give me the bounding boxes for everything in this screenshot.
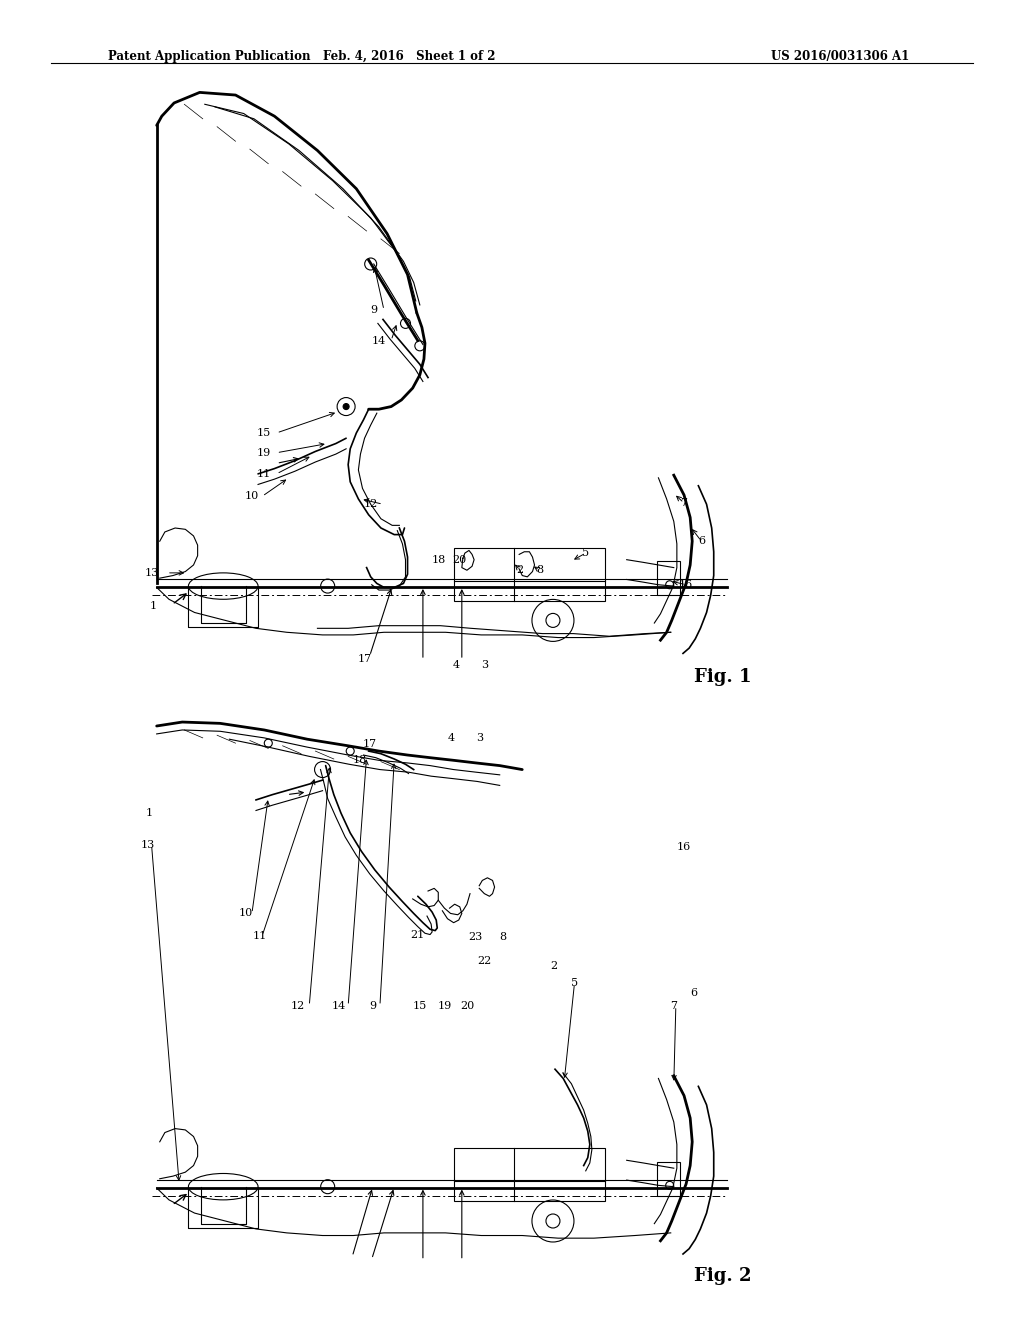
Text: 13: 13	[144, 568, 159, 578]
Text: 3: 3	[476, 733, 482, 743]
Text: 7: 7	[681, 498, 687, 508]
Text: 23: 23	[468, 932, 482, 942]
Text: 18: 18	[352, 755, 367, 766]
Text: 13: 13	[140, 840, 155, 850]
Bar	[657, 1162, 680, 1196]
Text: 17: 17	[357, 653, 372, 664]
Text: 5: 5	[583, 548, 589, 558]
Text: 19: 19	[437, 1001, 452, 1011]
Bar	[454, 548, 605, 601]
Text: 12: 12	[291, 1001, 305, 1011]
Text: Fig. 2: Fig. 2	[694, 1267, 752, 1286]
Text: 11: 11	[257, 469, 271, 479]
Text: 16: 16	[679, 579, 693, 590]
Text: 10: 10	[245, 491, 259, 502]
Text: 7: 7	[671, 1001, 677, 1011]
Text: 18: 18	[431, 554, 445, 565]
Text: 4: 4	[454, 660, 460, 671]
Text: 8: 8	[500, 932, 506, 942]
Text: 20: 20	[460, 1001, 474, 1011]
Text: US 2016/0031306 A1: US 2016/0031306 A1	[770, 50, 909, 63]
Text: 6: 6	[691, 987, 697, 998]
Text: 14: 14	[372, 335, 386, 346]
Text: 22: 22	[477, 956, 492, 966]
Text: 9: 9	[371, 305, 377, 315]
Text: 19: 19	[257, 447, 271, 458]
Text: 20: 20	[453, 554, 467, 565]
Circle shape	[343, 404, 349, 409]
Text: Fig. 1: Fig. 1	[694, 668, 752, 686]
Text: 2: 2	[551, 961, 557, 972]
Text: 15: 15	[413, 1001, 427, 1011]
Text: 14: 14	[332, 1001, 346, 1011]
Text: 21: 21	[411, 929, 425, 940]
Text: 9: 9	[370, 1001, 376, 1011]
Text: 1: 1	[146, 808, 153, 818]
Text: 6: 6	[698, 536, 705, 546]
Text: 5: 5	[571, 978, 578, 989]
Text: 10: 10	[239, 908, 253, 919]
Text: 15: 15	[257, 428, 271, 438]
Text: 8: 8	[537, 565, 543, 576]
Text: Patent Application Publication: Patent Application Publication	[108, 50, 310, 63]
Text: 2: 2	[517, 565, 523, 576]
Bar	[454, 1148, 605, 1201]
Text: 16: 16	[677, 842, 691, 853]
Text: Feb. 4, 2016   Sheet 1 of 2: Feb. 4, 2016 Sheet 1 of 2	[324, 50, 496, 63]
Text: 1: 1	[151, 601, 157, 611]
Bar	[657, 561, 680, 595]
Text: 12: 12	[364, 499, 378, 510]
Text: 11: 11	[253, 931, 267, 941]
Text: 4: 4	[449, 733, 455, 743]
Text: 17: 17	[362, 739, 377, 750]
Text: 3: 3	[481, 660, 487, 671]
